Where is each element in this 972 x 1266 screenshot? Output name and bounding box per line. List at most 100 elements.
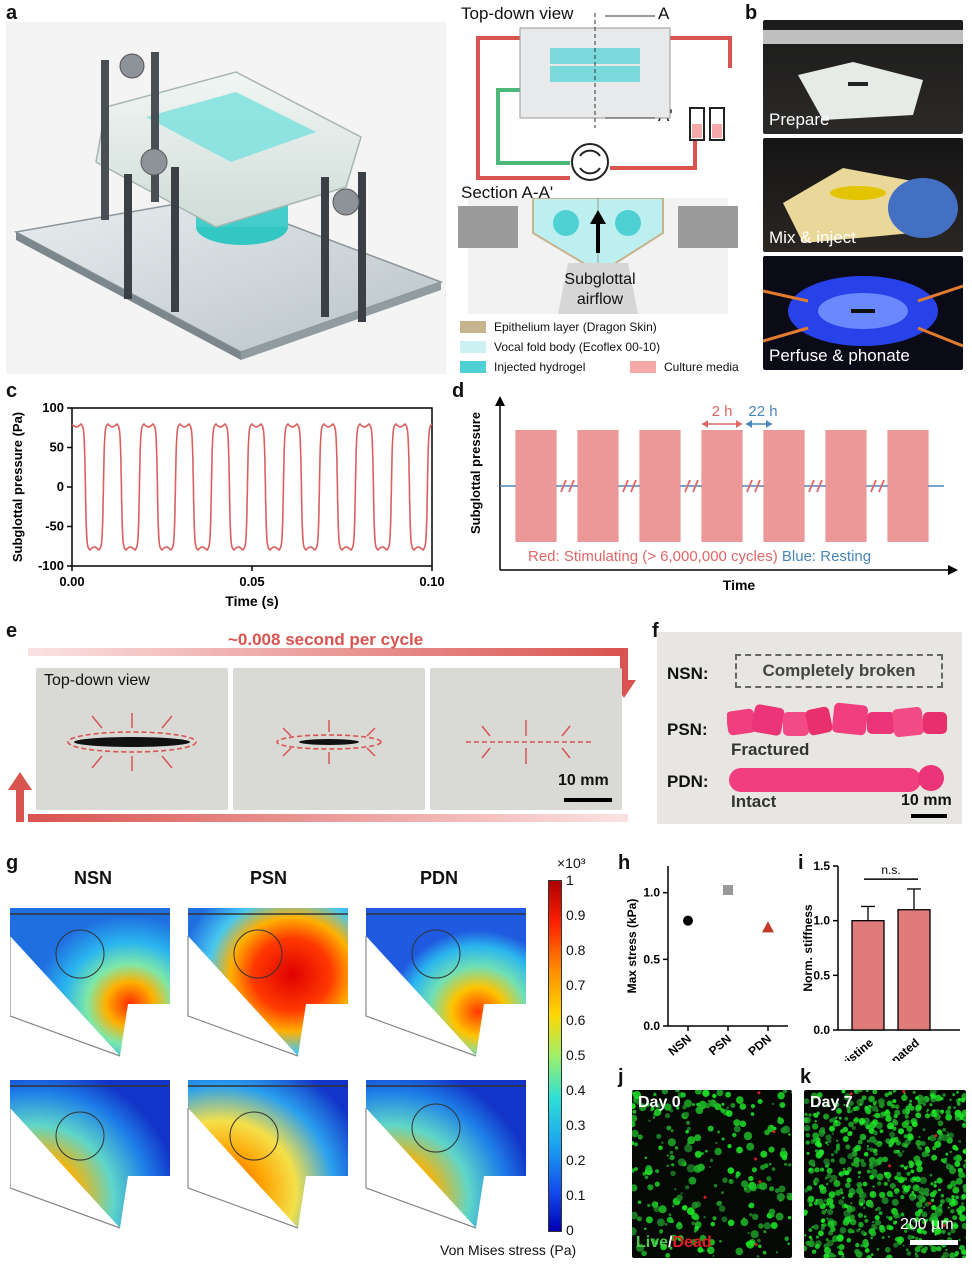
cell-mark bbox=[775, 1251, 778, 1254]
day-label: Day 0 bbox=[638, 1094, 681, 1111]
cell-mark bbox=[916, 1165, 923, 1173]
y-tick-label: 0.5 bbox=[643, 952, 660, 966]
cell-mark bbox=[821, 1130, 824, 1133]
cell-mark bbox=[830, 1226, 836, 1232]
y-tick-label: 1.0 bbox=[643, 886, 660, 900]
cell-mark bbox=[670, 1234, 678, 1242]
cell-mark bbox=[945, 1152, 949, 1156]
cell-mark bbox=[909, 1099, 913, 1103]
cell-mark bbox=[929, 1103, 933, 1107]
cell-mark bbox=[826, 1217, 829, 1220]
cell-mark bbox=[918, 1094, 922, 1099]
colorbar-tick-label: 1 bbox=[566, 872, 574, 888]
colorbar-label: Von Mises stress (Pa) bbox=[440, 1242, 577, 1258]
cell-mark bbox=[716, 1090, 724, 1097]
cell-mark bbox=[839, 1188, 843, 1192]
cell-mark bbox=[666, 1164, 670, 1167]
cell-mark bbox=[817, 1105, 820, 1108]
cell-mark bbox=[637, 1200, 642, 1204]
cell-mark bbox=[869, 1164, 874, 1170]
cell-mark bbox=[675, 1222, 683, 1230]
cell-mark bbox=[637, 1134, 643, 1140]
cell-mark bbox=[869, 1174, 875, 1180]
cell-mark bbox=[874, 1215, 880, 1221]
cell-mark bbox=[916, 1228, 922, 1233]
cell-mark bbox=[874, 1100, 878, 1103]
cell-mark bbox=[825, 1134, 832, 1141]
cell-mark bbox=[929, 1173, 933, 1177]
cell-mark bbox=[894, 1109, 901, 1116]
cell-mark bbox=[949, 1098, 952, 1101]
cell-mark bbox=[911, 1191, 915, 1194]
row-label-psn: PSN: bbox=[667, 720, 708, 739]
cell-mark bbox=[687, 1126, 691, 1131]
cell-mark bbox=[905, 1223, 911, 1229]
cell-mark bbox=[869, 1136, 876, 1143]
cell-mark bbox=[701, 1152, 704, 1155]
cell-mark bbox=[648, 1119, 651, 1122]
cell-mark bbox=[877, 1181, 882, 1186]
cell-mark bbox=[938, 1208, 942, 1212]
cell-mark bbox=[911, 1121, 918, 1128]
cell-mark bbox=[877, 1156, 884, 1163]
cell-mark bbox=[821, 1209, 827, 1215]
cell-mark bbox=[814, 1167, 820, 1173]
panel-label-i: i bbox=[798, 852, 804, 874]
cell-mark bbox=[960, 1097, 966, 1103]
photo-glottis-closed: 10 mm bbox=[430, 668, 622, 810]
cell-mark bbox=[836, 1234, 844, 1242]
cell-mark bbox=[897, 1215, 901, 1219]
y-axis-label: Norm. stiffness bbox=[801, 904, 815, 992]
cell-mark bbox=[635, 1243, 645, 1252]
cell-mark bbox=[680, 1192, 683, 1195]
cell-mark bbox=[887, 1178, 891, 1182]
cell-mark bbox=[866, 1255, 872, 1258]
cell-mark bbox=[870, 1168, 878, 1176]
axis-break-icon bbox=[684, 479, 699, 493]
cell-mark bbox=[883, 1171, 888, 1176]
colorbar-exponent: ×10³ bbox=[557, 855, 586, 871]
cell-mark bbox=[706, 1246, 715, 1255]
stimulation-block bbox=[763, 430, 805, 542]
cell-mark bbox=[860, 1230, 866, 1235]
col-title-pdn: PDN bbox=[420, 868, 459, 888]
cell-mark bbox=[860, 1244, 864, 1248]
cell-mark bbox=[914, 1246, 921, 1253]
cell-mark bbox=[714, 1147, 722, 1156]
colorbar-tick-label: 0.4 bbox=[566, 1082, 586, 1098]
bar-pristine bbox=[851, 920, 885, 1031]
cell-mark bbox=[907, 1134, 914, 1141]
cell-mark bbox=[893, 1114, 898, 1119]
arrow-left-icon bbox=[702, 420, 708, 428]
cell-mark bbox=[710, 1221, 716, 1227]
cell-mark bbox=[735, 1247, 744, 1256]
cell-mark bbox=[885, 1115, 892, 1122]
cell-mark bbox=[847, 1166, 852, 1172]
cell-mark bbox=[726, 1106, 729, 1109]
bar-phonated bbox=[897, 909, 931, 1031]
cell-mark bbox=[831, 1195, 834, 1198]
state-nsn: Completely broken bbox=[735, 654, 943, 688]
cell-mark bbox=[667, 1138, 676, 1147]
cell-mark bbox=[908, 1160, 914, 1166]
cell-mark bbox=[857, 1139, 863, 1145]
cell-mark bbox=[953, 1156, 958, 1161]
cell-mark bbox=[725, 1091, 731, 1098]
arrow-left-icon bbox=[746, 420, 752, 428]
cell-mark bbox=[859, 1103, 862, 1106]
cell-mark bbox=[810, 1092, 818, 1100]
device-render bbox=[6, 22, 446, 374]
cycle-text: ~0.008 second per cycle bbox=[228, 630, 424, 649]
x-axis-label: Time bbox=[723, 577, 756, 593]
data-point-pdn bbox=[762, 921, 774, 933]
row-label-pdn: PDN: bbox=[667, 772, 709, 791]
arrow-right-icon bbox=[736, 420, 742, 428]
fea-stress-maps bbox=[10, 908, 526, 1229]
x-tick-label: Phonated bbox=[871, 1036, 922, 1061]
cell-mark bbox=[883, 1110, 891, 1117]
cell-mark bbox=[632, 1103, 636, 1110]
scalebar-f: 10 mm bbox=[901, 792, 952, 809]
legend-swatch bbox=[460, 341, 486, 353]
cell-mark bbox=[848, 1121, 854, 1128]
photo-mix-inject: Mix & inject bbox=[763, 138, 963, 252]
